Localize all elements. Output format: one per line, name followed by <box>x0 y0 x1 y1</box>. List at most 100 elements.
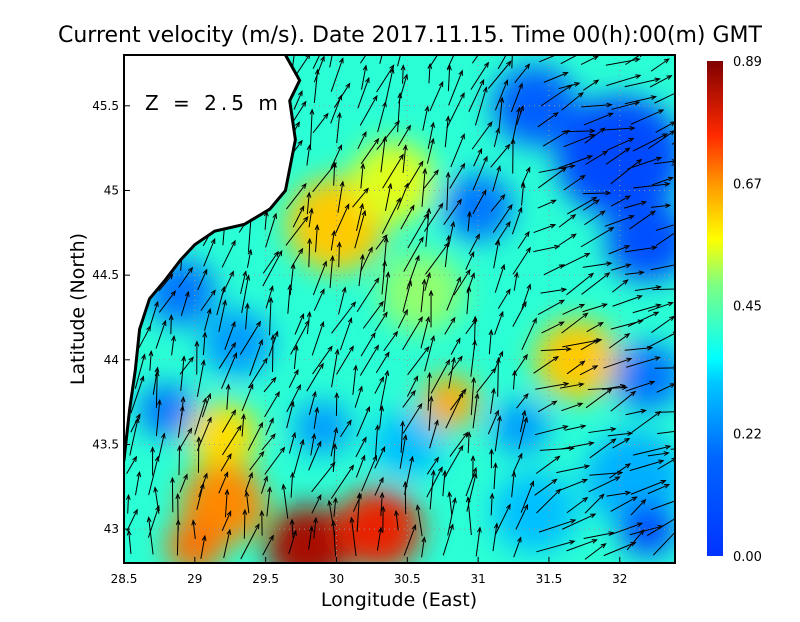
arrow-head <box>702 117 707 121</box>
x-tick-label: 30 <box>329 572 344 586</box>
arrow-shaft <box>675 178 692 191</box>
x-tick-label: 28.5 <box>111 572 138 586</box>
arrow-head <box>565 49 570 53</box>
y-tick-label: 44.5 <box>92 268 119 282</box>
arrow-head <box>179 49 183 54</box>
velocity-arrow <box>678 474 707 492</box>
arrow-head <box>692 60 697 64</box>
arrow-shaft <box>178 494 179 530</box>
speed-patch <box>138 384 195 438</box>
y-axis-label: Latitude (North) <box>67 233 89 385</box>
colorbar-tick-label: 0.89 <box>733 55 762 70</box>
velocity-arrow <box>680 247 703 254</box>
arrow-head <box>586 48 591 52</box>
speed-patch <box>166 519 223 573</box>
velocity-arrow <box>677 372 705 376</box>
arrow-shaft <box>677 101 700 105</box>
arrow-head <box>685 132 690 136</box>
arrow-head <box>686 500 691 504</box>
speed-patch <box>492 472 577 553</box>
arrow-head <box>692 196 697 200</box>
arrow-head <box>692 427 697 431</box>
arrow-shaft <box>677 472 702 476</box>
velocity-arrow <box>678 196 697 212</box>
velocity-arrow <box>676 253 697 270</box>
arrow-shaft <box>244 510 245 539</box>
speed-patch <box>606 201 691 282</box>
arrow-shaft <box>676 340 703 355</box>
velocity-arrow <box>677 470 702 475</box>
x-tick-label: 30.5 <box>394 572 421 586</box>
arrow-head <box>679 429 684 433</box>
x-tick-label: 29 <box>187 572 202 586</box>
x-tick-label: 29.5 <box>252 572 279 586</box>
arrow-head <box>692 529 697 533</box>
depth-annotation: Z = 2.5 m <box>145 91 282 115</box>
arrow-head <box>687 178 692 182</box>
x-tick-label: 31 <box>470 572 485 586</box>
arrow-shaft <box>179 446 180 475</box>
arrow-head <box>697 322 702 326</box>
y-tick-label: 44 <box>104 353 119 367</box>
velocity-arrow <box>675 304 698 313</box>
arrow-head <box>698 247 703 251</box>
arrow-shaft <box>675 305 698 313</box>
arrow-shaft <box>675 538 700 551</box>
colorbar-tick-label: 0.22 <box>733 428 762 443</box>
arrow-head <box>695 100 700 104</box>
arrow-head <box>198 48 202 53</box>
y-tick-label: 45 <box>104 183 119 197</box>
arrow-head <box>676 90 681 94</box>
speed-patch <box>492 400 549 454</box>
arrow-head <box>701 443 706 447</box>
velocity-arrow <box>674 500 691 511</box>
arrow-shaft <box>676 427 696 435</box>
colorbar-tick-label: 0.67 <box>733 177 762 192</box>
arrow-head <box>682 496 687 500</box>
arrow-head <box>698 340 703 344</box>
arrow-shaft <box>680 117 707 128</box>
arrow-shaft <box>674 387 708 397</box>
velocity-arrow <box>675 538 700 551</box>
y-tick-label: 43 <box>104 522 119 536</box>
arrow-shaft <box>676 253 697 270</box>
velocity-arrow <box>677 529 697 537</box>
x-tick-label: 32 <box>612 572 627 586</box>
arrow-shaft <box>677 80 709 82</box>
x-axis-label: Longitude (East) <box>321 589 477 611</box>
arrow-head <box>677 287 682 291</box>
arrow-head <box>692 253 697 257</box>
velocity-arrow <box>674 394 705 416</box>
y-tick-label: 45.5 <box>92 99 119 113</box>
speed-patch <box>613 343 684 411</box>
colorbar-tick-label: 0.00 <box>733 550 762 565</box>
arrow-shaft <box>672 155 702 166</box>
arrow-head <box>688 409 693 413</box>
arrow-head <box>695 538 700 542</box>
arrow-shaft <box>680 60 698 67</box>
arrow-head <box>700 372 705 376</box>
colorbar-tick-label: 0.45 <box>733 300 762 315</box>
arrow-shaft <box>678 474 707 492</box>
chart-title: Current velocity (m/s). Date 2017.11.15.… <box>58 23 763 48</box>
arrow-head <box>697 154 702 158</box>
arrow-shaft <box>678 196 697 212</box>
arrow-shaft <box>583 193 610 194</box>
velocity-arrow <box>672 154 702 165</box>
colorbar <box>707 61 723 556</box>
arrow-head <box>693 304 698 308</box>
arrow-head <box>676 515 681 519</box>
velocity-arrow <box>680 60 698 67</box>
velocity-arrow <box>676 340 703 355</box>
velocity-arrow <box>674 386 708 397</box>
y-tick-label: 43.5 <box>92 437 119 451</box>
velocity-arrow <box>675 178 692 191</box>
speed-patch <box>443 174 514 242</box>
velocity-arrow <box>680 117 707 128</box>
arrow-head <box>700 394 705 398</box>
speed-patch <box>351 141 436 222</box>
arrow-head <box>697 470 702 474</box>
velocity-arrow <box>676 427 696 435</box>
x-tick-label: 31.5 <box>536 572 563 586</box>
